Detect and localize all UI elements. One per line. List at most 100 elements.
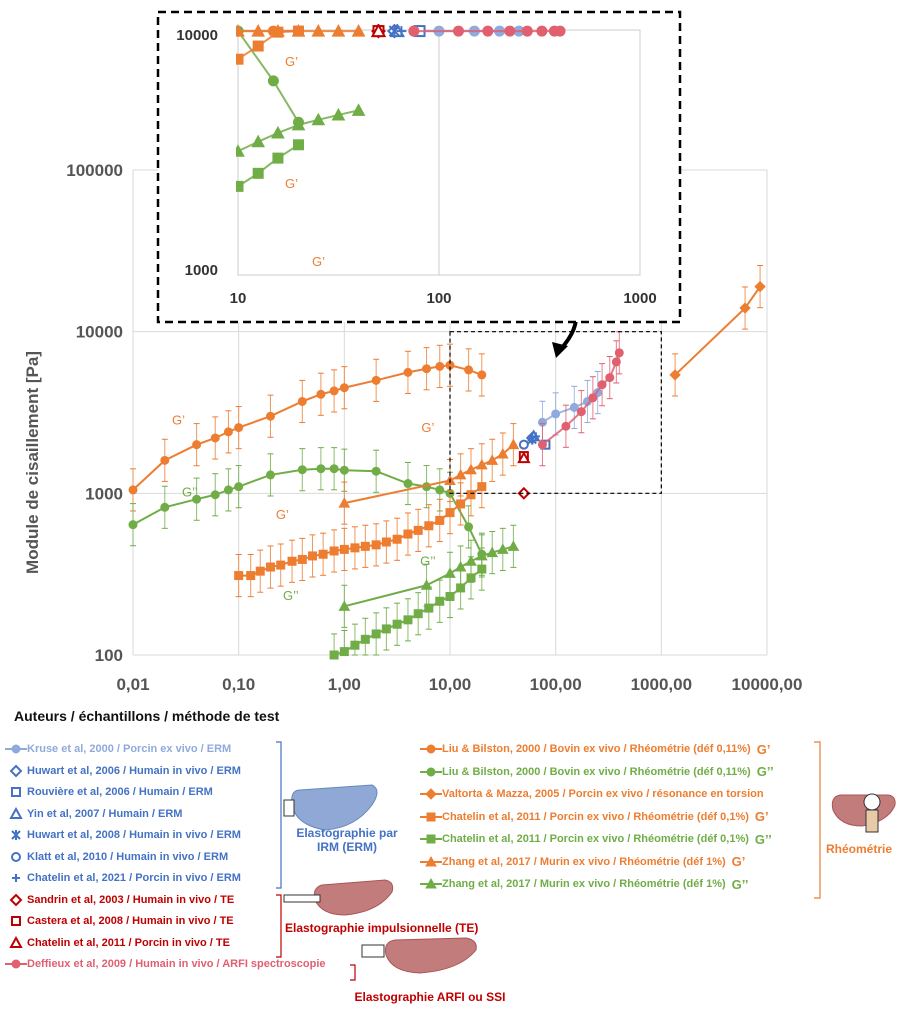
data-point (420, 579, 433, 590)
data-point (486, 546, 499, 558)
data-point (496, 448, 509, 459)
data-point (739, 302, 751, 314)
data-point (234, 571, 244, 581)
legend-item: Huwart et al, 2006 / Humain in vivo / ER… (5, 760, 241, 782)
data-point (669, 369, 681, 381)
y-tick-label: 100000 (66, 161, 123, 180)
series-circle (537, 331, 624, 467)
data-point (426, 812, 436, 821)
legend-label: Zhang et al, 2017 / Murin ex vivo / Rhéo… (442, 878, 726, 890)
data-point (569, 402, 579, 412)
data-point (518, 439, 529, 450)
data-point (236, 53, 244, 65)
legend-suffix: G’ (756, 741, 771, 757)
data-point (517, 451, 531, 464)
method-label-rheometry: Rhéométrie (826, 842, 893, 856)
inset-series-plus (396, 26, 407, 37)
legend-marker-icon (420, 744, 442, 754)
data-point (316, 389, 326, 399)
legend-label: Kruse et al, 2000 / Porcin ex vivo / ERM (27, 743, 232, 755)
data-point (9, 935, 23, 948)
data-point (425, 877, 437, 889)
data-point (576, 407, 586, 417)
data-point (236, 180, 244, 192)
data-point (486, 454, 499, 465)
data-point (318, 549, 328, 559)
legend-item: Rouvière et al, 2006 / Humain / ERM (5, 781, 213, 803)
data-point (496, 543, 509, 554)
data-point (160, 502, 170, 512)
data-point (477, 370, 487, 380)
data-point (351, 24, 366, 37)
data-point (392, 619, 402, 629)
data-point (408, 25, 420, 37)
data-point (413, 525, 423, 535)
data-point (614, 348, 624, 358)
data-point (445, 508, 455, 518)
data-point (339, 465, 349, 475)
legend-item: Castera et al, 2008 / Humain in vivo / T… (5, 910, 234, 932)
y-axis-label: Module de cisaillement [Pa] (23, 351, 42, 574)
data-point (265, 470, 275, 480)
data-point (251, 24, 266, 37)
data-point (422, 364, 432, 374)
data-point (371, 540, 381, 550)
legend-marker-icon (420, 834, 442, 844)
data-point (276, 560, 286, 570)
data-point (424, 603, 434, 613)
data-point (464, 365, 474, 375)
legend-label: Chatelin et al, 2011 / Porcin in vivo / … (27, 936, 230, 949)
data-point (236, 144, 245, 157)
legend-label: Valtorta & Mazza, 2005 / Porcin ex vivo … (442, 788, 764, 800)
legend-item: Valtorta & Mazza, 2005 / Porcin ex vivo … (420, 783, 764, 805)
data-point (465, 555, 477, 566)
data-point (588, 393, 598, 403)
arrow-head (552, 342, 568, 358)
inset-series-circle (408, 25, 566, 37)
data-point (192, 494, 202, 504)
legend-marker-icon (11, 851, 21, 862)
legend-marker-icon (9, 806, 23, 819)
data-point (291, 117, 306, 131)
data-point (128, 520, 138, 530)
x-tick-label: 0,10 (222, 675, 255, 694)
legend-marker-icon (11, 830, 21, 840)
legend-suffix: G’ (731, 854, 746, 869)
data-point (456, 499, 466, 509)
data-point (11, 744, 21, 754)
inset-y-tick-label: 1000 (185, 262, 218, 279)
x-tick-label: 10000,00 (732, 675, 803, 694)
data-point (223, 427, 233, 437)
legend-marker-icon (11, 787, 21, 797)
inset-series-square (236, 139, 305, 192)
data-point (426, 767, 436, 776)
chart-area: 0,01 0,10 1,00 10,00 100,00 1000,00 10000,00 10… (23, 10, 803, 694)
legend-item: Chatelin et al, 2021 / Porcin in vivo / … (5, 867, 241, 889)
curve-label: G’ (172, 413, 185, 428)
inset-series-triangle (236, 103, 366, 157)
data-point (223, 485, 233, 495)
data-point (381, 624, 391, 634)
inset-series-triangle (370, 24, 387, 38)
data-point (297, 554, 307, 564)
data-point (339, 647, 349, 657)
series-triangle (338, 423, 520, 525)
data-point (338, 497, 351, 508)
data-point (611, 357, 621, 367)
y-tick-label: 100 (95, 646, 123, 665)
inset-frame (156, 10, 682, 324)
liver-icon-erm (283, 784, 378, 831)
data-point (475, 458, 488, 470)
data-point (466, 490, 476, 500)
data-point (160, 455, 170, 465)
series-triangle (517, 451, 531, 464)
data-point (426, 744, 436, 754)
data-point (388, 25, 401, 38)
data-point (331, 107, 346, 121)
curve-label: G’’ (420, 554, 436, 569)
series-diamond (517, 486, 531, 500)
data-point (424, 521, 434, 531)
legend-marker-icon (9, 893, 23, 906)
legend-label: Liu & Bilston, 2000 / Bovin ex vivo / Rh… (442, 743, 751, 755)
data-point (316, 464, 326, 474)
